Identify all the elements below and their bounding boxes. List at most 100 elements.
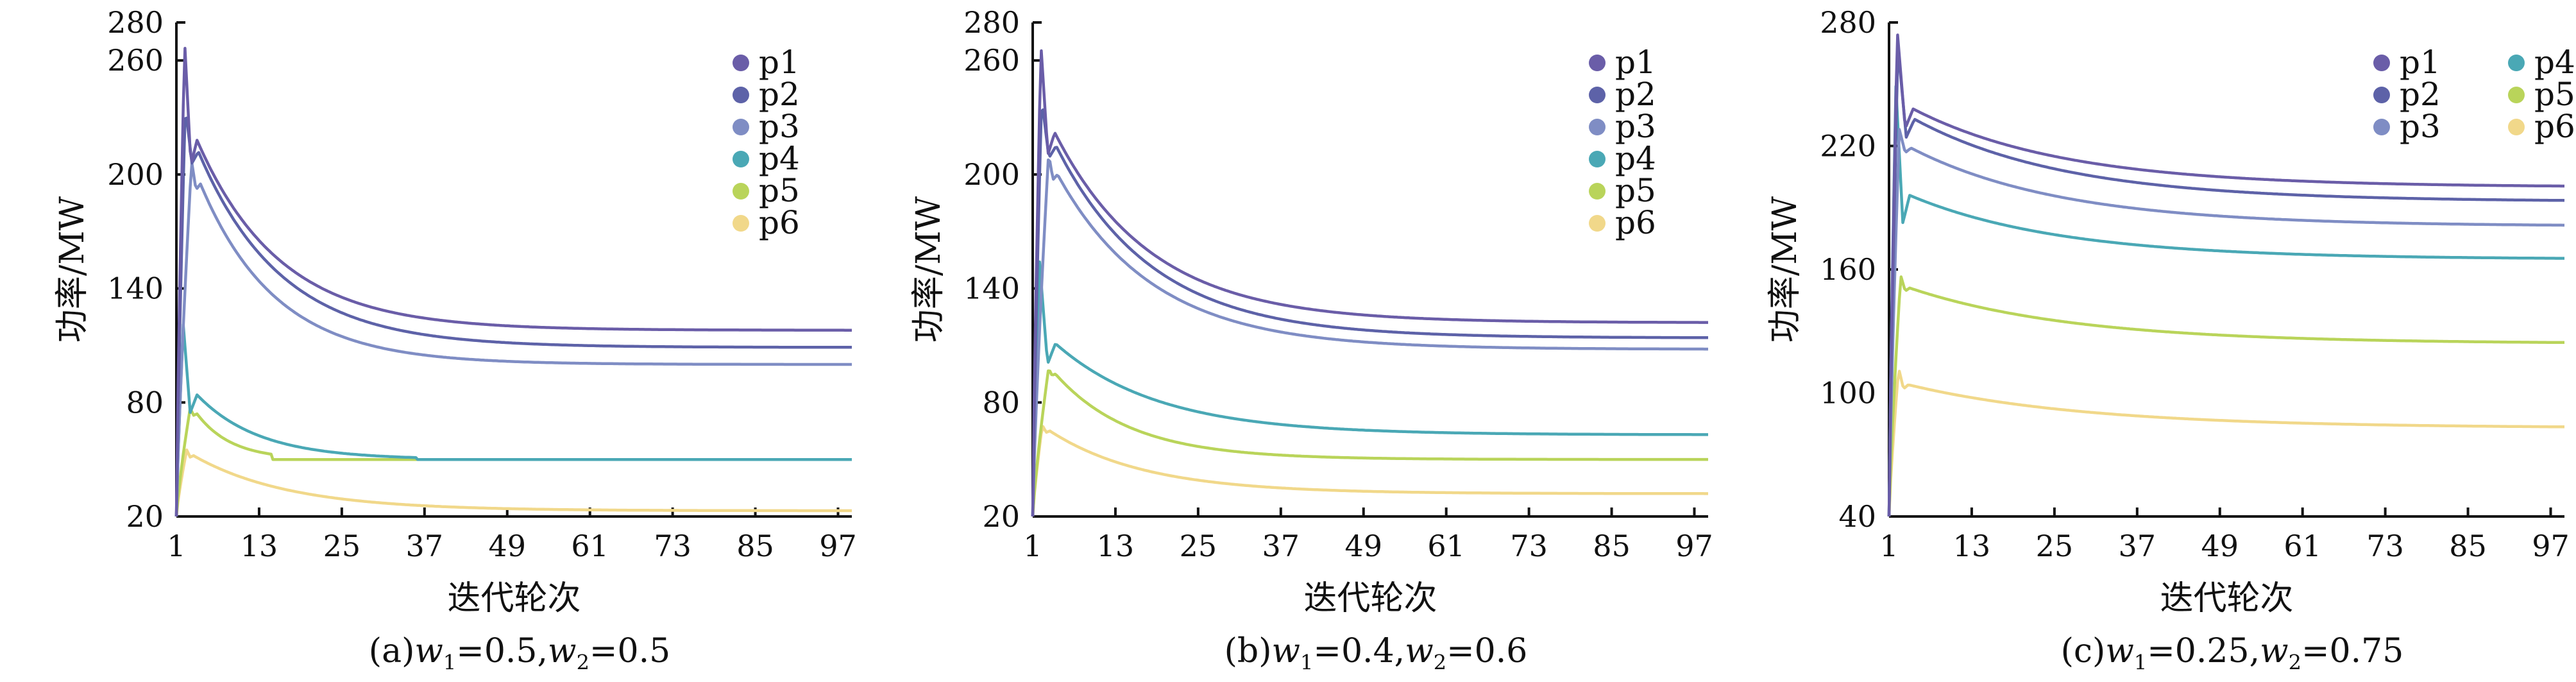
legend-label-p1: p1 [1615, 44, 1656, 81]
series-line-p1 [1031, 49, 1708, 517]
series-line-p1 [174, 47, 852, 517]
caption-prefix: (c) [2060, 632, 2106, 670]
series-line-p4 [174, 323, 852, 517]
legend-label-p4: p4 [759, 140, 800, 177]
y-tick-label: 200 [107, 157, 164, 192]
caption-w1-val: =0.5, [456, 632, 548, 670]
y-tick-label: 280 [1820, 5, 1876, 40]
series-line-p4 [1887, 85, 2564, 517]
x-tick-label: 25 [1180, 529, 1217, 563]
series-line-p2 [1887, 60, 2565, 517]
chart-b-caption: (b)w1=0.4,w2=0.6 [1023, 632, 1729, 674]
legend-label-p5: p5 [2534, 76, 2575, 113]
y-tick-label: 100 [1820, 376, 1876, 411]
legend-label-p3: p3 [1615, 108, 1656, 145]
legend-marker-p6 [2508, 119, 2525, 135]
legend-marker-p5 [733, 183, 749, 200]
x-axis-title: 迭代轮次 [2160, 579, 2293, 618]
legend-label-p1: p1 [759, 44, 800, 81]
x-tick-label: 37 [406, 529, 444, 563]
series-line-p3 [1031, 158, 1708, 517]
series-line-p6 [1031, 425, 1708, 517]
x-tick-label: 73 [654, 529, 691, 563]
x-axis-title: 迭代轮次 [1303, 579, 1437, 618]
caption-w2: w [2260, 632, 2289, 670]
series-line-p4 [1031, 260, 1708, 517]
x-tick-label: 37 [2119, 529, 2157, 563]
x-tick-label: 13 [1097, 529, 1135, 563]
y-axis-title: 功率/MW [1766, 196, 1804, 343]
y-tick-label: 80 [982, 385, 1020, 420]
y-tick-label: 160 [1820, 252, 1876, 287]
x-tick-label: 61 [571, 529, 609, 563]
x-tick-label: 13 [241, 529, 278, 563]
x-tick-label: 61 [2284, 529, 2321, 563]
caption-w2-val: =0.6 [1446, 632, 1528, 670]
x-tick-label: 25 [2036, 529, 2074, 563]
legend-marker-p6 [1589, 215, 1606, 232]
legend-label-p5: p5 [759, 172, 800, 209]
chart-panel-c: 1 13 25 37 49 61 73 85 97 40 100 160 220 280 迭代轮次 功率/MW… [1713, 0, 2575, 682]
legend-marker-p4 [1589, 151, 1606, 167]
series-line-p5 [1887, 275, 2564, 517]
chart-c-svg: 1 13 25 37 49 61 73 85 97 40 100 160 220 280 迭代轮次 功率/MW… [1766, 5, 2575, 618]
series-line-p2 [1031, 108, 1708, 517]
series-line-p3 [174, 162, 852, 517]
y-tick-label: 20 [126, 499, 164, 534]
caption-w1-val: =0.25, [2147, 632, 2260, 670]
x-tick-label: 13 [1953, 529, 1991, 563]
x-tick-label: 1 [1879, 529, 1898, 563]
series-line-p1 [1887, 33, 2564, 517]
caption-w1-sub: 1 [1300, 650, 1314, 675]
series-line-p5 [1031, 369, 1708, 517]
y-tick-label: 140 [107, 271, 164, 306]
series-line-p6 [174, 448, 852, 517]
legend-marker-p1 [1589, 55, 1606, 71]
legend-marker-p2 [1589, 87, 1606, 103]
legend-label-p6: p6 [2534, 108, 2575, 145]
caption-prefix: (a) [368, 632, 415, 670]
x-tick-label: 97 [2532, 529, 2570, 563]
legend-label-p3: p3 [759, 108, 800, 145]
caption-w1: w [1271, 632, 1301, 670]
x-tick-label: 37 [1262, 529, 1300, 563]
chart-c-caption: (c)w1=0.25,w2=0.75 [1879, 632, 2576, 674]
caption-w1: w [2105, 632, 2134, 670]
legend-marker-p4 [733, 151, 749, 167]
caption-w2-sub: 2 [1433, 650, 1447, 675]
y-tick-label: 260 [963, 43, 1020, 78]
x-tick-label: 97 [819, 529, 857, 563]
x-tick-label: 49 [1344, 529, 1382, 563]
legend-label-p2: p2 [1615, 76, 1656, 113]
legend-label-p2: p2 [2400, 76, 2441, 113]
x-axis-title: 迭代轮次 [447, 579, 580, 618]
y-tick-label: 280 [963, 5, 1020, 40]
y-tick-label: 200 [963, 157, 1020, 192]
y-tick-label: 280 [107, 5, 164, 40]
legend-marker-p4 [2508, 55, 2525, 71]
caption-w1: w [414, 632, 443, 670]
legend-label-p4: p4 [2534, 44, 2575, 81]
legend-marker-p1 [2373, 55, 2390, 71]
x-tick-label: 97 [1675, 529, 1713, 563]
caption-w2-sub: 2 [576, 650, 589, 675]
legend-label-p5: p5 [1615, 172, 1656, 209]
x-tick-label: 73 [1510, 529, 1548, 563]
x-tick-label: 73 [2366, 529, 2404, 563]
legend-marker-p6 [733, 215, 749, 232]
legend-label-p6: p6 [1615, 204, 1656, 241]
legend-marker-p3 [2373, 119, 2390, 135]
x-tick-label: 85 [736, 529, 774, 563]
series-line-p2 [174, 116, 852, 517]
y-axis-title: 功率/MW [910, 196, 948, 343]
y-tick-label: 20 [982, 499, 1020, 534]
legend-label-p3: p3 [2400, 108, 2441, 145]
x-tick-label: 1 [167, 529, 185, 563]
legend-marker-p5 [1589, 183, 1606, 200]
y-tick-label: 40 [1838, 499, 1876, 534]
legend-marker-p1 [733, 55, 749, 71]
series-line-p3 [1887, 128, 2564, 517]
chart-panel-b: 1 13 25 37 49 61 73 85 97 20 80 140 200 260 280 迭代轮次 功率/… [856, 0, 1715, 682]
x-tick-label: 49 [2201, 529, 2239, 563]
chart-a-caption: (a)w1=0.5,w2=0.5 [167, 632, 872, 674]
